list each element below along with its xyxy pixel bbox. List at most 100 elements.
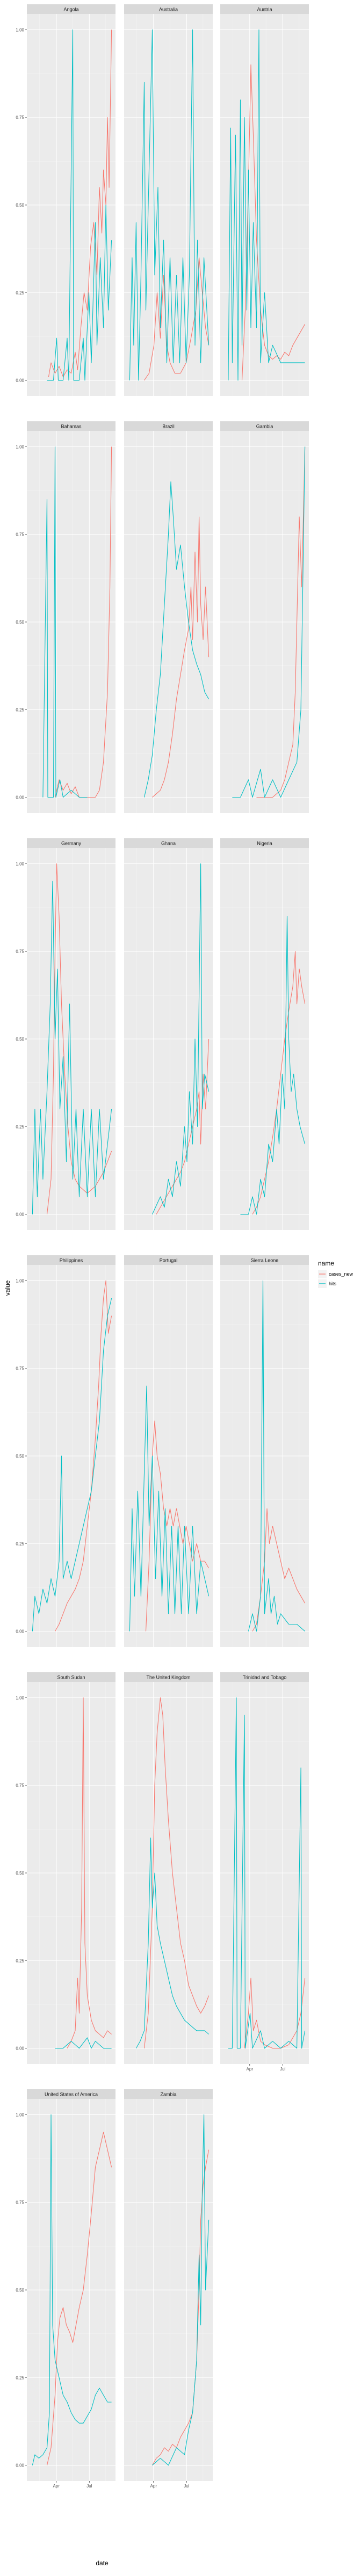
gridlines	[220, 431, 309, 813]
facet-strip-label: Bahamas	[61, 424, 82, 429]
series-line-hits	[152, 2114, 210, 2466]
gridlines	[27, 1682, 115, 2064]
facet-strip	[220, 421, 309, 431]
series-line-hits	[32, 2114, 112, 2465]
facet-strip	[124, 2089, 213, 2099]
facet-strip	[124, 1672, 213, 1682]
y-tick-label: 0.75	[16, 115, 24, 120]
facet-strip	[27, 1255, 115, 1265]
y-tick-label: 0.00	[16, 1629, 24, 1634]
y-tick-label: 0.25	[16, 290, 24, 295]
y-tick-label: 0.75	[16, 2200, 24, 2205]
series-line-hits	[32, 881, 112, 1214]
facet-strip-label: Sierra Leone	[251, 1258, 279, 1263]
y-tick-label: 0.25	[16, 2375, 24, 2380]
facet-united-states-of-america: United States of America 0.00 0.25 0.50 0.75…	[16, 2089, 115, 2489]
x-axis-title: date	[96, 2559, 109, 2567]
facet-strip-label: Philippines	[60, 1258, 83, 1263]
series-line-cases-new	[143, 1697, 210, 2048]
facet-brazil: Brazil	[124, 421, 213, 813]
gridlines	[220, 848, 309, 1230]
facet-south-sudan: South Sudan 0.00 0.25 0.50 0.75 1.00	[16, 1672, 115, 2064]
series-line-cases-new	[55, 1280, 112, 1631]
y-tick-label: 1.00	[16, 2112, 24, 2117]
y-tick-label: 0.25	[16, 1958, 24, 1963]
y-tick-label: 0.00	[16, 2046, 24, 2051]
facet-strip	[124, 1255, 213, 1265]
x-tick-label: Jul	[280, 2067, 285, 2072]
series-line-cases-new	[244, 1978, 306, 2049]
facet-strip	[124, 421, 213, 431]
series-line-cases-new	[48, 30, 112, 377]
facet-austria: Austria	[220, 4, 309, 396]
series-line-cases-new	[252, 1508, 306, 1631]
series-line-hits	[42, 446, 88, 798]
series-line-cases-new	[241, 64, 306, 380]
facet-strip	[220, 1255, 309, 1265]
legend-label-cases-new: cases_new	[329, 1271, 353, 1277]
gridlines	[27, 2099, 115, 2481]
gridlines	[220, 1265, 309, 1647]
gridlines	[124, 431, 213, 813]
x-tick-label: Apr	[150, 2484, 157, 2489]
facet-strip-label: Portugal	[160, 1258, 178, 1263]
facet-strip-label: Australia	[159, 7, 178, 12]
y-tick-label: 0.50	[16, 1037, 24, 1042]
facet-strip	[27, 4, 115, 14]
y-tick-label: 0.50	[16, 1454, 24, 1459]
facet-germany: Germany 0.00 0.25 0.50 0.75 1.00	[16, 838, 115, 1230]
gridlines	[27, 1265, 115, 1647]
facet-strip-label: Gambia	[256, 424, 273, 429]
series-line-hits	[240, 916, 306, 1215]
facet-strip-label: Austria	[257, 7, 272, 12]
facet-strip	[220, 1672, 309, 1682]
facet-bahamas: Bahamas 0.00 0.25 0.50 0.75 1.00	[16, 421, 115, 813]
facet-strip-label: Nigeria	[257, 841, 272, 846]
series-line-hits	[248, 1280, 305, 1632]
y-tick-label: 0.25	[16, 1541, 24, 1546]
facet-trinidad-and-tobago: Trinidad and Tobago Apr Jul	[220, 1672, 309, 2072]
series-line-cases-new	[67, 1697, 112, 2048]
facet-australia: Australia	[124, 4, 213, 396]
series-line-hits	[152, 863, 210, 1214]
y-axis-title: value	[4, 1280, 11, 1296]
facet-strip-label: Germany	[61, 841, 82, 846]
y-tick-label: 1.00	[16, 861, 24, 866]
x-tick-label: Jul	[184, 2484, 189, 2489]
facet-panels: Angola 0.00 0.25 0.50 0.75 1.00 Australia Austr…	[16, 4, 309, 2489]
series-line-cases-new	[152, 516, 210, 798]
series-line-hits	[228, 29, 305, 381]
series-line-hits	[228, 1697, 306, 2049]
y-tick-label: 1.00	[16, 27, 24, 32]
y-tick-label: 0.75	[16, 1783, 24, 1788]
x-tick-label: Apr	[247, 2067, 254, 2072]
facet-nigeria: Nigeria	[220, 838, 309, 1230]
series-line-hits	[32, 1298, 112, 1631]
series-line-hits	[129, 1385, 210, 1631]
gridlines	[27, 431, 115, 813]
legend-label-hits: hits	[329, 1281, 337, 1286]
y-tick-label: 0.75	[16, 532, 24, 537]
series-line-cases-new	[256, 447, 306, 798]
facet-strip	[27, 2089, 115, 2099]
facet-strip	[220, 838, 309, 848]
series-line-cases-new	[145, 1421, 210, 1631]
series-line-hits	[55, 2037, 112, 2049]
gridlines	[124, 848, 213, 1230]
facet-strip-label: South Sudan	[57, 1675, 85, 1680]
y-tick-label: 0.00	[16, 378, 24, 383]
y-tick-label: 0.50	[16, 203, 24, 208]
y-tick-label: 0.00	[16, 1212, 24, 1217]
series-line-cases-new	[46, 2132, 112, 2465]
facet-portugal: Portugal	[124, 1255, 213, 1647]
series-line-hits	[135, 1838, 209, 2048]
y-tick-label: 1.00	[16, 444, 24, 449]
gridlines	[124, 1265, 213, 1647]
y-tick-label: 0.00	[16, 2463, 24, 2468]
facet-strip	[27, 1672, 115, 1682]
facet-strip-label: United States of America	[45, 2092, 98, 2097]
y-tick-label: 0.50	[16, 620, 24, 625]
